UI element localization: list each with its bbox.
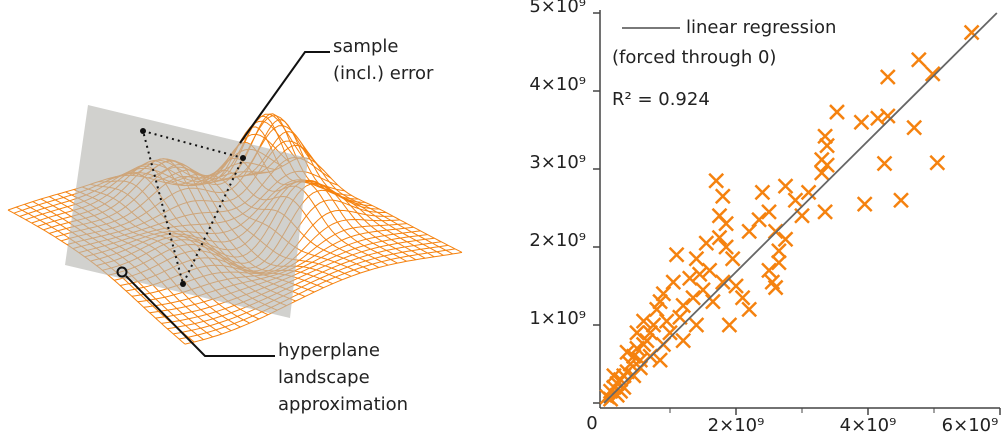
point <box>761 204 777 220</box>
point <box>879 108 896 124</box>
wire-line <box>238 131 444 256</box>
point <box>665 274 682 290</box>
point <box>856 196 873 212</box>
regression-line <box>603 12 998 404</box>
point <box>819 137 835 154</box>
point <box>751 211 767 228</box>
point <box>668 246 685 263</box>
point <box>853 114 870 131</box>
point <box>910 51 927 68</box>
point <box>813 165 830 181</box>
callout-marker <box>116 266 128 278</box>
y-tick-label: 5×10⁹ <box>529 0 586 17</box>
point <box>708 172 725 189</box>
point <box>714 274 731 290</box>
point <box>829 104 845 120</box>
point <box>771 254 787 271</box>
y-tick-label: 2×10⁹ <box>529 230 586 251</box>
sample-point <box>180 281 186 287</box>
point <box>767 279 784 296</box>
point <box>652 352 668 368</box>
sample-point <box>240 155 246 161</box>
point <box>711 229 728 246</box>
y-tick-label: 1×10⁹ <box>529 308 586 329</box>
legend-label: linear regression <box>686 17 836 38</box>
point <box>924 65 941 82</box>
hyperplane-label: hyperplane <box>278 340 380 361</box>
point <box>606 367 622 384</box>
point <box>648 301 665 318</box>
callout-line <box>125 275 275 357</box>
point <box>817 128 833 145</box>
point <box>688 317 705 333</box>
point <box>721 317 738 333</box>
point <box>602 391 619 407</box>
point <box>754 184 771 201</box>
callout-line <box>239 51 330 144</box>
point <box>724 250 741 267</box>
wire-line <box>184 251 463 345</box>
point <box>619 344 635 361</box>
point <box>695 282 711 298</box>
point <box>691 266 708 283</box>
point <box>675 297 692 314</box>
point <box>817 204 833 220</box>
x-tick-label: 6×10⁹ <box>942 415 999 436</box>
point <box>734 289 751 306</box>
hyperplane-label: approximation <box>278 394 408 415</box>
wire-line <box>179 248 456 340</box>
point <box>718 239 734 255</box>
point <box>612 383 629 400</box>
x-tick-label: 2×10⁹ <box>708 415 765 436</box>
point <box>685 289 701 306</box>
point <box>800 184 817 201</box>
point <box>777 231 794 248</box>
x-tick-label: 4×10⁹ <box>840 415 897 436</box>
point <box>728 278 744 294</box>
point <box>876 155 893 172</box>
point <box>662 324 678 341</box>
y-tick-label: 3×10⁹ <box>529 152 586 173</box>
wire-line <box>161 237 435 324</box>
y-tick-label: 0 <box>586 413 597 434</box>
wire-line <box>167 241 442 330</box>
point <box>688 250 705 267</box>
point <box>705 293 721 310</box>
point <box>698 235 715 251</box>
point <box>635 313 652 329</box>
point <box>906 119 923 136</box>
annotation: R² = 0.924 <box>612 89 710 110</box>
point <box>870 110 886 127</box>
point <box>819 157 835 173</box>
point <box>658 313 675 329</box>
point <box>741 301 758 318</box>
point <box>771 243 787 259</box>
point <box>701 262 718 279</box>
point <box>787 192 804 209</box>
point <box>893 192 909 209</box>
point <box>629 324 645 341</box>
point <box>963 24 980 41</box>
point <box>681 270 698 287</box>
point <box>761 262 777 279</box>
point <box>929 154 946 171</box>
legend-note: (forced through 0) <box>612 47 776 68</box>
point <box>675 332 692 349</box>
wire-line <box>230 119 435 258</box>
point <box>718 215 734 232</box>
point <box>741 223 758 240</box>
y-tick-label: 4×10⁹ <box>529 74 586 95</box>
point <box>879 69 896 85</box>
point <box>714 188 731 205</box>
sample-label: sample <box>333 36 398 57</box>
hyperplane-label: landscape <box>278 367 370 388</box>
sample-point <box>140 128 146 134</box>
hyperplane <box>65 105 308 318</box>
wire-line <box>173 244 449 335</box>
sample-label: (incl.) error <box>333 63 434 84</box>
point <box>777 178 794 195</box>
